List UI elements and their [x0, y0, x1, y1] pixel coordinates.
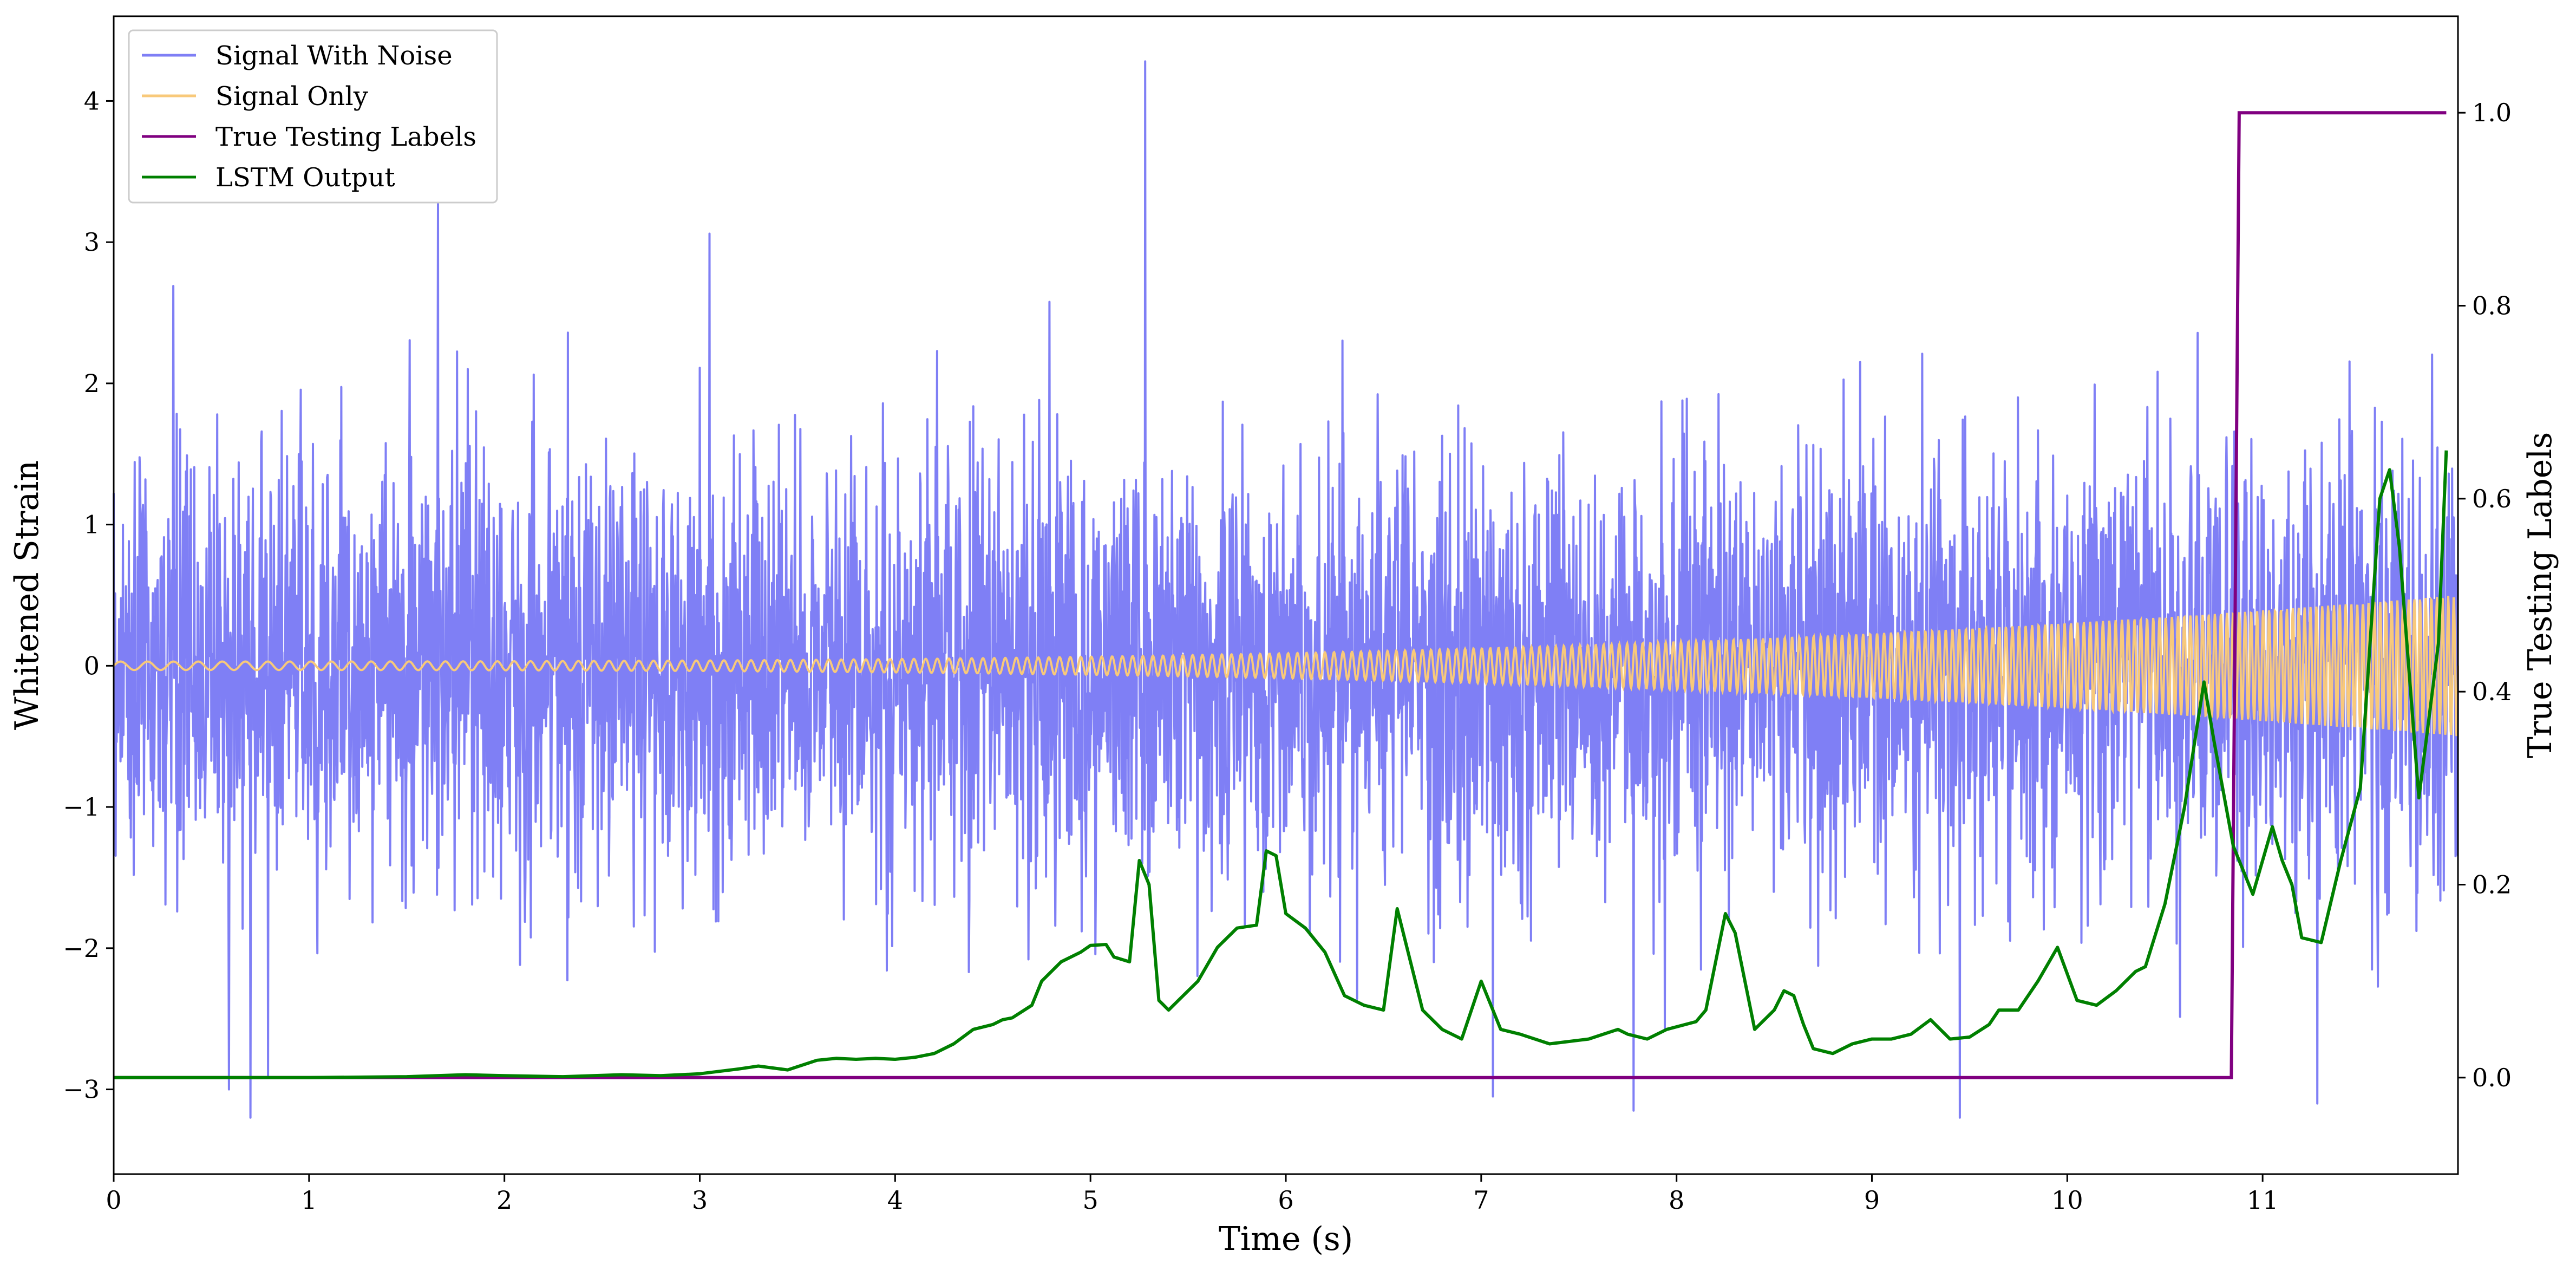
x-tick-label: 9	[1864, 1185, 1880, 1215]
y-tick-label-left: 3	[84, 227, 100, 257]
legend-label-signal: Signal Only	[215, 81, 368, 112]
x-axis: 0 1 2 3 4 5 6 7 8 9 10 11	[106, 1174, 2278, 1215]
y-tick-label-left: 0	[84, 651, 100, 680]
x-tick-label: 4	[887, 1185, 903, 1215]
x-tick-label: 8	[1669, 1185, 1684, 1215]
x-axis-title: Time (s)	[1219, 1220, 1353, 1258]
noise-series-layer	[113, 60, 2459, 1119]
y-tick-label-right: 0.6	[2472, 484, 2512, 513]
y-tick-label-left: 2	[84, 369, 100, 398]
y-tick-label-right: 0.0	[2472, 1063, 2512, 1092]
y-tick-label-right: 0.4	[2472, 677, 2512, 706]
series-line-signal-only	[113, 596, 2459, 737]
y-axis-right: 0.0 0.2 0.4 0.6 0.8 1.0	[2458, 98, 2512, 1092]
y-tick-label-left: −1	[63, 792, 100, 822]
legend-label-noise: Signal With Noise	[215, 41, 453, 71]
lstm-series-layer	[114, 450, 2448, 1079]
y-axis-title-left: Whitened Strain	[8, 460, 46, 730]
x-tick-label: 11	[2247, 1185, 2279, 1215]
series-line-true-testing-labels	[114, 111, 2447, 1079]
y-tick-label-right: 0.8	[2472, 291, 2512, 321]
y-tick-label-right: 1.0	[2472, 98, 2512, 127]
legend-box	[128, 29, 498, 204]
y-tick-label-left: 1	[84, 510, 100, 539]
x-tick-label: 7	[1473, 1185, 1489, 1215]
x-tick-label: 10	[2051, 1185, 2083, 1215]
series-line-lstm-output	[114, 450, 2448, 1079]
x-tick-label: 0	[106, 1185, 121, 1215]
x-tick-label: 3	[692, 1185, 708, 1215]
legend: Signal With Noise Signal Only True Testi…	[128, 29, 498, 204]
x-tick-label: 1	[301, 1185, 317, 1215]
y-axis-left: −3 −2 −1 0 1 2 3 4	[63, 86, 114, 1104]
y-tick-label-left: −2	[63, 934, 100, 963]
y-tick-label-left: −3	[63, 1075, 100, 1104]
signal-series-layer	[113, 596, 2459, 737]
series-line-signal-with-noise	[113, 60, 2459, 1119]
y-tick-label-left: 4	[84, 86, 100, 115]
x-tick-label: 2	[496, 1185, 512, 1215]
x-tick-label: 5	[1083, 1185, 1099, 1215]
labels-series-layer	[114, 111, 2447, 1079]
x-tick-label: 6	[1278, 1185, 1293, 1215]
y-axis-title-right: True Testing Labels	[2521, 432, 2559, 759]
legend-label-lstm: LSTM Output	[215, 162, 395, 193]
y-tick-label-right: 0.2	[2472, 870, 2512, 900]
legend-label-labels: True Testing Labels	[215, 122, 476, 152]
